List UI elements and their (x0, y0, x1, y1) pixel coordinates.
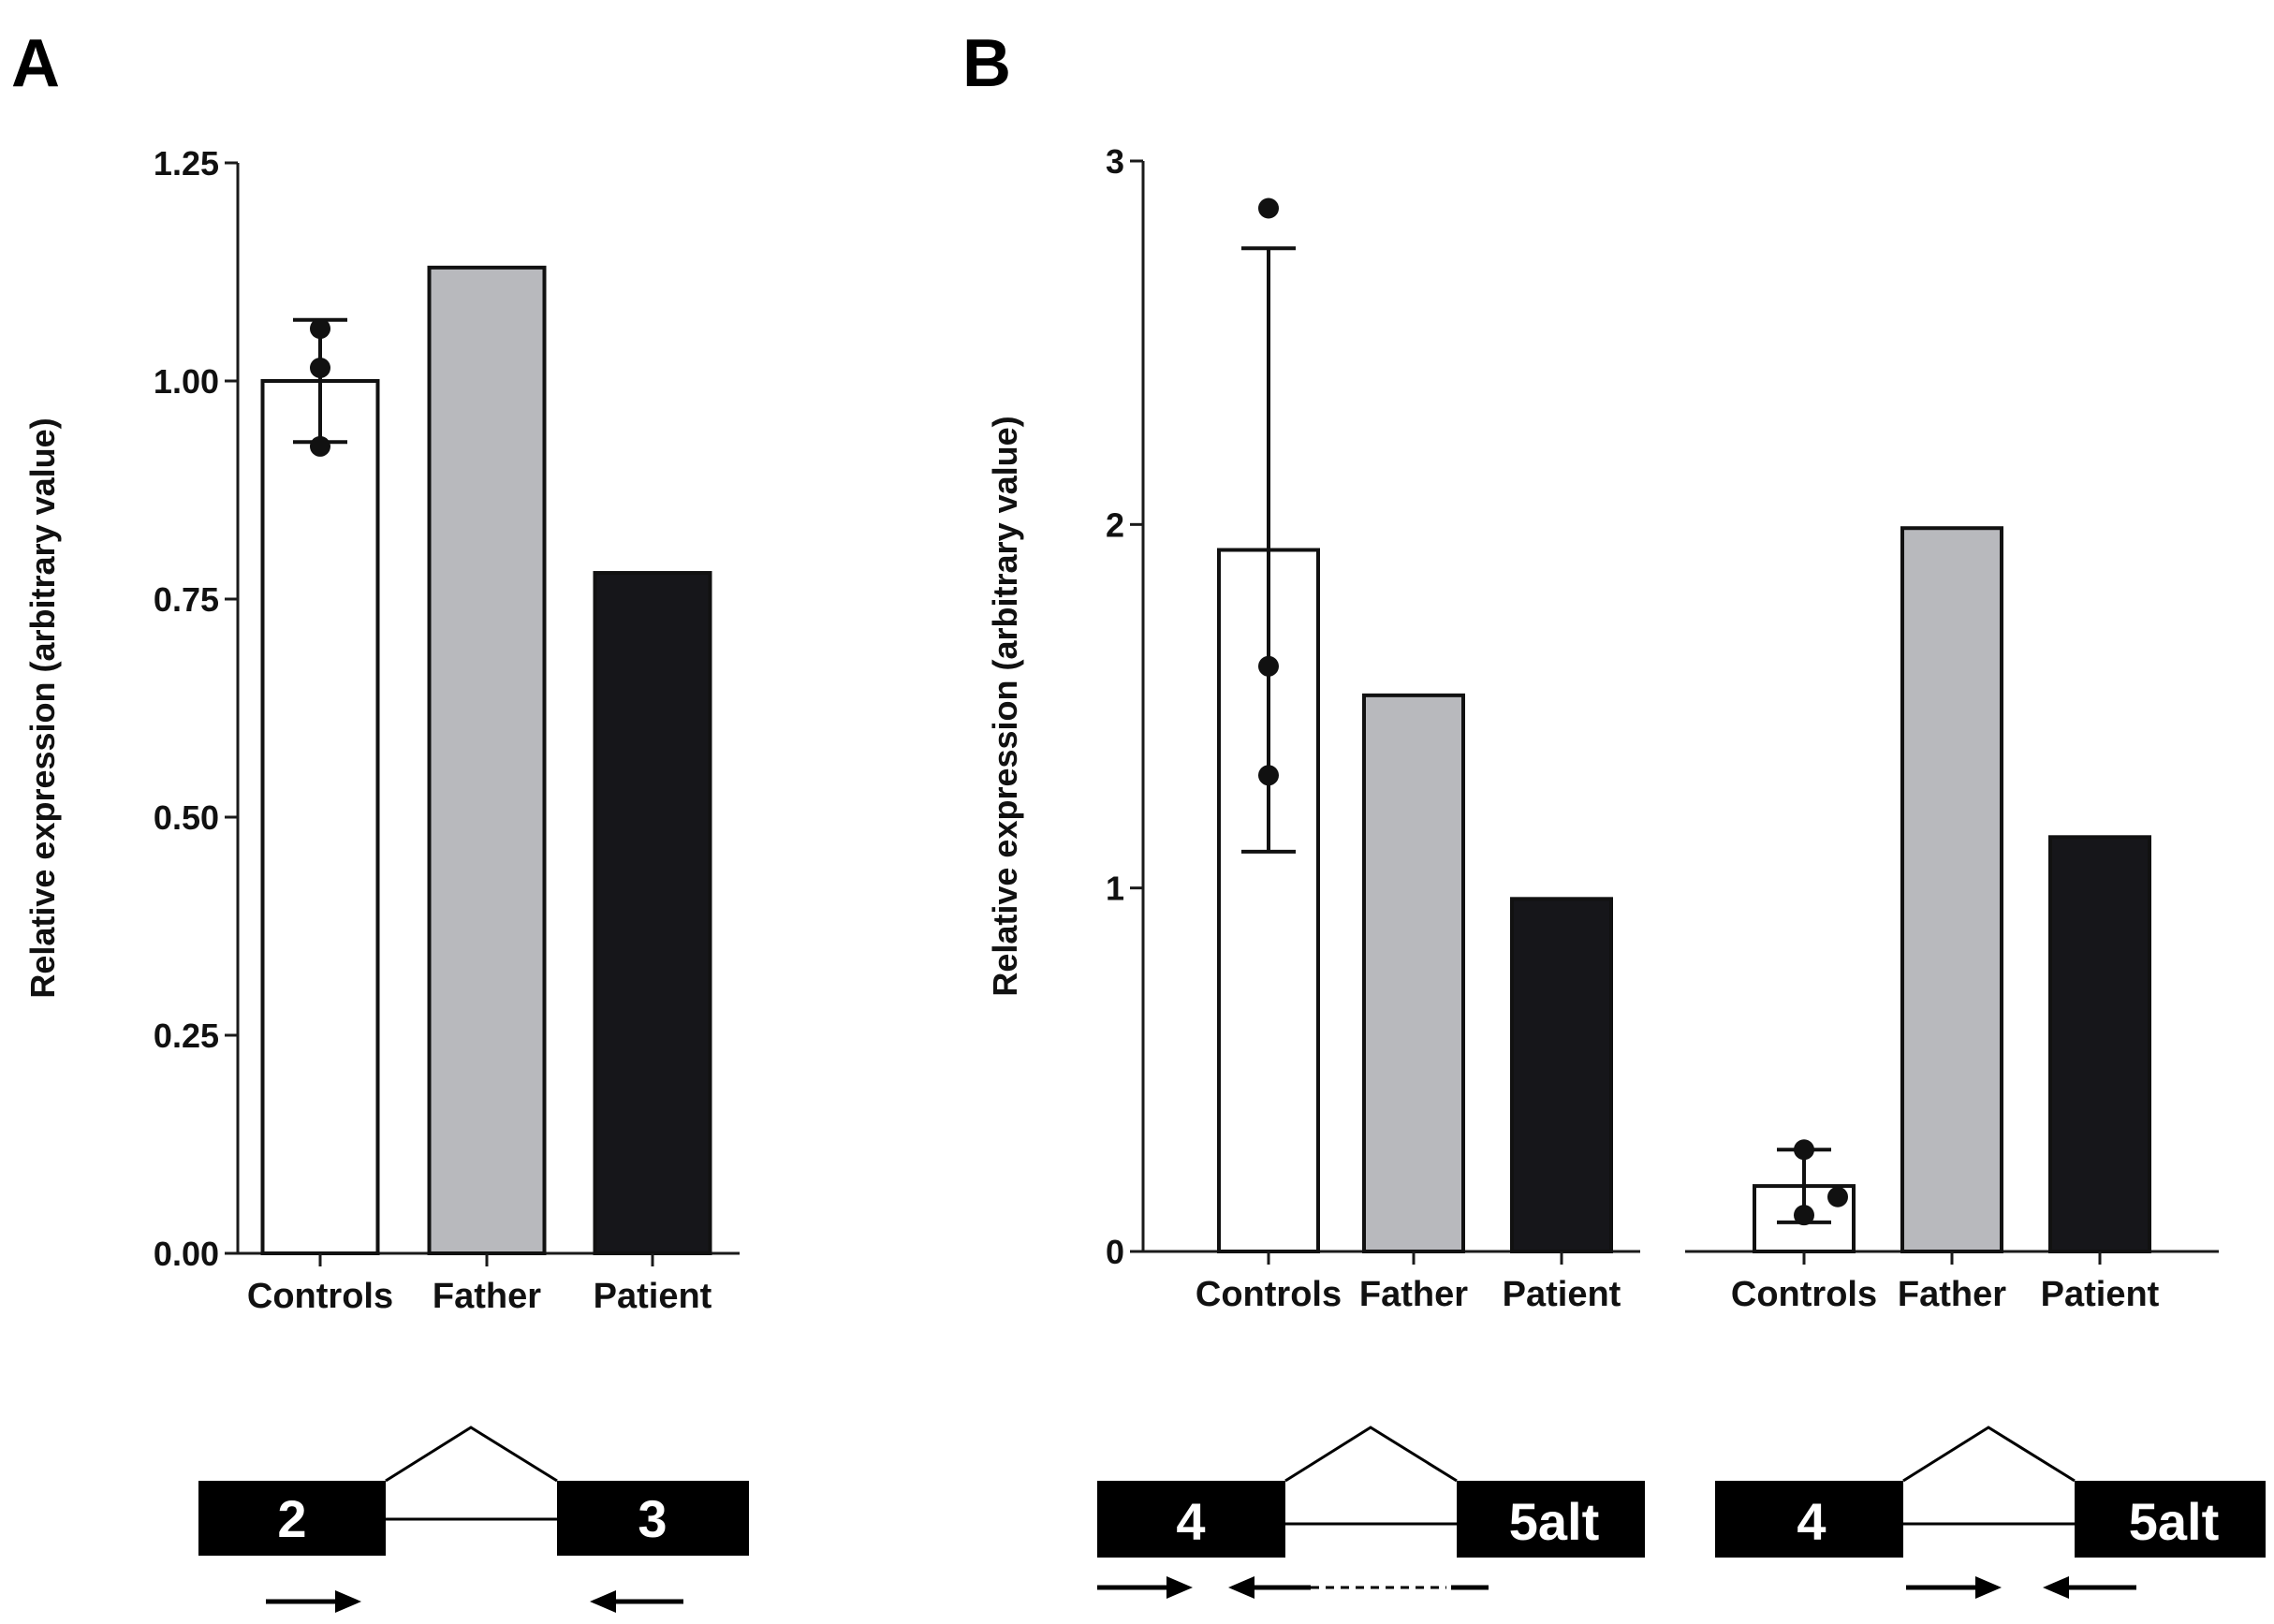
data-point (1258, 655, 1279, 677)
reverse-primer-arrow (590, 1590, 683, 1613)
data-point (310, 435, 330, 457)
exon-label-left: 4 (1176, 1492, 1205, 1551)
exon-label-left: 2 (277, 1489, 306, 1548)
exon-label-right: 3 (638, 1489, 667, 1548)
splice-junction (385, 1426, 558, 1483)
x-tick-label: Father (433, 1277, 541, 1316)
bar-controls (260, 379, 380, 1255)
bar-patient (593, 571, 712, 1255)
splice-junction (1284, 1426, 1458, 1483)
data-point (1794, 1205, 1814, 1226)
bar-patient (2048, 835, 2151, 1253)
y-tick-label: 0 (1106, 1233, 1124, 1271)
data-point (310, 318, 330, 340)
forward-primer-arrow (1906, 1576, 2002, 1599)
data-point (1258, 765, 1279, 786)
splice-junction (1902, 1426, 2076, 1483)
y-tick-label: 0.00 (154, 1235, 219, 1273)
reverse-primer-dashed-arrow (1228, 1576, 1489, 1599)
exon-schematic-a: 2 3 (198, 1426, 749, 1613)
y-tick-label: 1.00 (154, 362, 219, 401)
y-tick-label: 3 (1106, 142, 1124, 181)
bar-father (427, 265, 547, 1256)
y-tick-label: 0.25 (154, 1017, 219, 1055)
y-tick-label: 1 (1106, 870, 1124, 908)
x-tick-label: Father (1898, 1275, 2006, 1314)
y-tick-label: 0.75 (154, 580, 219, 619)
exon-box-left (1097, 1481, 1285, 1558)
y-axis-title: Relative expression (arbitrary value) (986, 416, 1024, 996)
y-axis-title: Relative expression (arbitrary value) (23, 417, 62, 998)
data-point (1258, 198, 1279, 219)
panel-b-letter: B (962, 26, 1011, 101)
x-tick-label: Patient (1503, 1275, 1621, 1314)
panel-a-letter: A (11, 26, 60, 101)
exon-schematic-b1: 4 5alt (1097, 1426, 1645, 1599)
exon-label-right: 5alt (2129, 1492, 2220, 1551)
chart-a: 0.00 0.25 0.50 0.75 1.00 1.25 Relative express… (23, 144, 740, 1316)
x-tick-label: Patient (2041, 1275, 2160, 1314)
data-point (310, 358, 330, 379)
exon-label-left: 4 (1797, 1492, 1826, 1551)
bar-father (1900, 526, 2003, 1253)
reverse-primer-arrow (2043, 1576, 2136, 1599)
x-tick-label: Father (1359, 1275, 1468, 1314)
forward-primer-arrow (1097, 1576, 1193, 1599)
exon-label-right: 5alt (1509, 1492, 1600, 1551)
exon-box-left (198, 1481, 386, 1556)
exon-box-right (1457, 1481, 1645, 1558)
exon-box-right (2075, 1481, 2266, 1558)
x-tick-label: Controls (1196, 1275, 1342, 1314)
data-point (1794, 1139, 1814, 1161)
bar-father (1362, 693, 1465, 1253)
y-tick-label: 2 (1106, 505, 1124, 544)
exon-schematic-b2: 4 5alt (1715, 1426, 2266, 1599)
exon-box-right (557, 1481, 749, 1556)
bar-patient (1510, 897, 1613, 1253)
exon-box-left (1715, 1481, 1903, 1558)
x-tick-label: Controls (1731, 1275, 1877, 1314)
chart-b: 0 1 2 3 Relative expression (arbitrary value… (986, 142, 2219, 1314)
y-tick-label: 0.50 (154, 798, 219, 837)
forward-primer-arrow (266, 1590, 361, 1613)
data-point (1827, 1186, 1848, 1207)
x-tick-label: Patient (594, 1277, 712, 1316)
x-tick-label: Controls (247, 1277, 393, 1316)
y-tick-label: 1.25 (154, 144, 219, 183)
